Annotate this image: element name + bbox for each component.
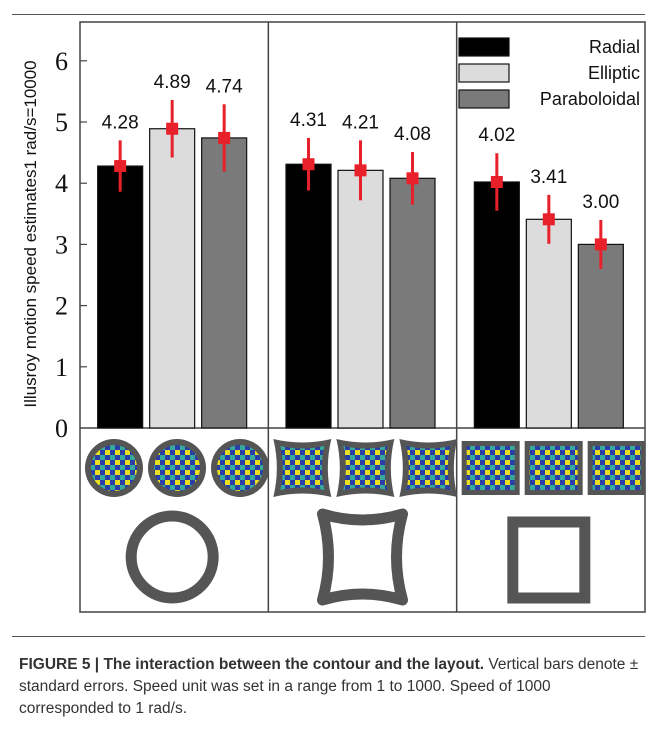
value-label: 4.28 — [102, 112, 139, 133]
value-label: 4.08 — [394, 124, 431, 145]
bar-chart: 0 1 2 3 4 5 6 Illusroy motion speed estimates1 … — [21, 21, 646, 613]
bar-paraboloidal-circle — [201, 137, 248, 429]
circle-contour — [125, 510, 219, 604]
value-label: 4.21 — [342, 112, 379, 133]
value-label: 4.31 — [290, 110, 327, 131]
y-tick-label: 5 — [55, 108, 68, 137]
error-marker — [406, 172, 419, 185]
bar-radial-circle — [97, 165, 144, 429]
value-label: 3.41 — [530, 167, 567, 188]
caption-text: Vertical bars denote ± standard errors. … — [19, 656, 639, 717]
bar-elliptic-circle — [149, 128, 196, 429]
bar-radial-rounded-square — [285, 163, 332, 429]
stimulus-pattern — [592, 446, 641, 490]
value-label: 4.74 — [206, 76, 243, 97]
stimulus-pattern — [280, 446, 325, 490]
y-axis-label: Illusroy motion speed estimates1 rad/s=1… — [21, 60, 40, 407]
rounded-square-contour — [317, 508, 408, 606]
plot-frame — [79, 21, 646, 613]
legend-swatch — [458, 37, 510, 57]
stimulus-pattern — [406, 446, 451, 490]
error-marker — [594, 238, 607, 251]
error-marker — [490, 175, 503, 188]
stimulus-pattern — [91, 445, 137, 491]
error-marker — [114, 160, 127, 173]
y-tick-label: 4 — [55, 169, 68, 198]
bar-paraboloidal-rounded-square — [389, 177, 436, 429]
legend-label: Radial — [589, 37, 640, 57]
y-tick-label: 2 — [55, 292, 68, 321]
bar-elliptic-rounded-square — [337, 169, 384, 429]
y-tick-label: 3 — [55, 230, 68, 259]
stimulus-pattern — [466, 446, 515, 490]
stimulus-pattern — [154, 445, 200, 491]
value-label: 4.02 — [478, 125, 515, 146]
error-marker — [218, 131, 231, 144]
bar-radial-square — [473, 181, 520, 429]
stimulus-pattern — [217, 445, 263, 491]
top-rule — [12, 14, 645, 15]
bar-paraboloidal-square — [577, 243, 624, 429]
legend-swatch — [458, 63, 510, 83]
y-tick-label: 1 — [55, 353, 68, 382]
bar-elliptic-square — [525, 218, 572, 429]
y-tick-label: 6 — [55, 47, 68, 76]
legend-swatch — [458, 89, 510, 109]
caption-rule — [12, 636, 645, 637]
y-tick-label: 0 — [55, 414, 68, 443]
error-marker — [542, 213, 555, 226]
error-marker — [166, 122, 179, 135]
error-marker — [354, 164, 367, 177]
legend-label: Paraboloidal — [540, 89, 640, 109]
caption-title: The interaction between the contour and … — [103, 656, 485, 673]
value-label: 3.00 — [582, 192, 619, 213]
error-marker — [302, 158, 315, 171]
stimulus-pattern — [529, 446, 578, 490]
square-contour — [507, 516, 591, 604]
legend-label: Elliptic — [588, 63, 640, 83]
figure-caption: FIGURE 5 | The interaction between the c… — [19, 654, 645, 720]
stimulus-pattern — [343, 446, 388, 490]
caption-label: FIGURE 5 | — [19, 656, 104, 673]
value-label: 4.89 — [154, 72, 191, 93]
